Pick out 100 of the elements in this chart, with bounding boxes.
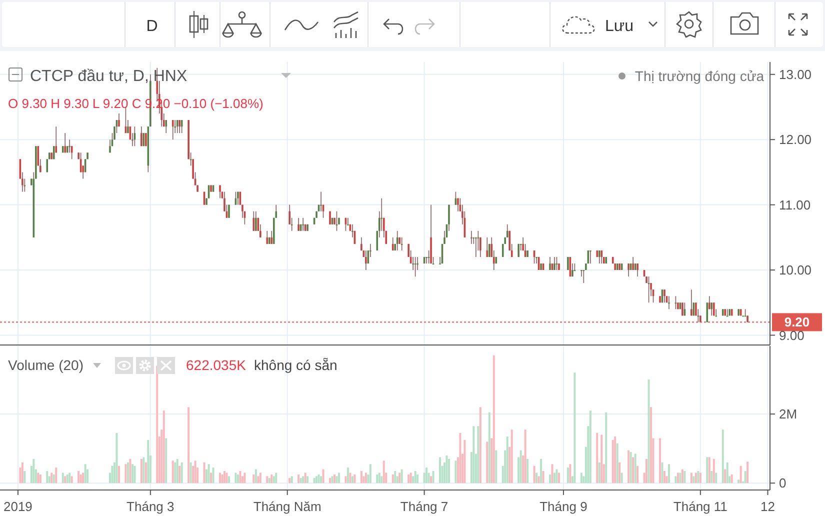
bar <box>144 462 147 484</box>
bar <box>553 472 556 484</box>
bar <box>331 476 334 484</box>
bar <box>605 412 608 484</box>
bar <box>82 472 84 484</box>
bar <box>722 430 724 484</box>
y-tick-label: 0 <box>779 476 786 491</box>
text: Volume (20) <box>8 357 84 373</box>
bar <box>538 476 540 484</box>
x-tick-label: Tháng 11 <box>673 499 728 514</box>
bar <box>174 462 176 484</box>
bar <box>744 471 746 484</box>
bar <box>400 469 403 484</box>
bar <box>275 472 278 484</box>
bar <box>392 474 394 484</box>
bar <box>446 455 448 484</box>
bar <box>147 440 150 484</box>
bar <box>661 462 664 484</box>
bar <box>526 458 529 484</box>
bar <box>212 468 214 484</box>
bar <box>178 466 181 484</box>
bar <box>84 464 86 484</box>
bar <box>710 471 713 484</box>
bar <box>376 474 378 484</box>
bar <box>646 458 648 484</box>
bar <box>228 476 230 484</box>
bar <box>636 466 639 484</box>
bar <box>234 472 237 484</box>
bar <box>226 472 228 484</box>
bar <box>304 472 306 484</box>
bar <box>236 474 239 484</box>
bar <box>142 457 145 484</box>
bar <box>448 458 450 484</box>
y-tick-label: 11.00 <box>779 197 811 212</box>
bar <box>223 471 226 484</box>
bar <box>542 471 544 484</box>
bar <box>349 472 352 484</box>
bar <box>382 460 385 484</box>
bar <box>313 478 316 484</box>
bar <box>194 460 196 484</box>
bar <box>134 466 136 484</box>
x-tick-label: Tháng 7 <box>400 499 448 514</box>
bar <box>176 458 178 484</box>
candlestick <box>569 256 572 277</box>
bar <box>316 476 318 484</box>
bar <box>650 407 652 484</box>
bar <box>221 474 224 484</box>
bar <box>360 471 362 484</box>
text: Lưu <box>605 18 634 35</box>
bar <box>738 480 740 484</box>
bar <box>492 355 495 484</box>
bar <box>131 464 134 484</box>
bar <box>659 438 661 484</box>
bar <box>162 410 165 484</box>
bar <box>574 372 576 484</box>
bar <box>364 472 367 484</box>
bar <box>21 462 24 484</box>
y-tick-label: 2M <box>779 406 798 422</box>
bar <box>320 476 322 484</box>
bar <box>549 474 551 484</box>
bar <box>569 464 572 484</box>
bar <box>344 476 347 484</box>
x-tick-label: Tháng 3 <box>126 499 174 514</box>
bar <box>430 476 432 484</box>
bar <box>715 472 718 484</box>
y-tick-label: 10.00 <box>779 262 812 278</box>
bar <box>506 436 508 484</box>
bar <box>369 464 372 484</box>
bar <box>616 443 618 484</box>
bar <box>39 474 42 484</box>
bar <box>477 426 480 484</box>
bar <box>68 472 71 484</box>
bar <box>614 436 616 484</box>
bar <box>70 476 73 484</box>
bar <box>598 462 600 484</box>
bar <box>129 458 132 484</box>
bar <box>190 462 192 484</box>
bar <box>600 434 603 484</box>
text: D <box>146 18 158 35</box>
bar <box>416 474 419 484</box>
bar <box>454 460 457 484</box>
bar <box>558 472 560 484</box>
bar <box>495 450 498 484</box>
bar <box>426 468 428 484</box>
bar <box>346 468 349 484</box>
bar <box>524 430 526 484</box>
bar <box>37 472 40 484</box>
bar <box>459 433 462 484</box>
bar <box>472 426 475 484</box>
bar <box>690 472 692 484</box>
bar <box>618 462 621 484</box>
bar <box>156 366 158 484</box>
ref-line-label: 9.20 <box>784 314 810 330</box>
bar <box>408 474 410 484</box>
bar <box>336 476 338 484</box>
bar <box>712 458 715 484</box>
bar <box>414 471 416 484</box>
bar <box>318 474 320 484</box>
bar <box>354 474 356 484</box>
y-tick-label: 9.00 <box>779 328 804 343</box>
